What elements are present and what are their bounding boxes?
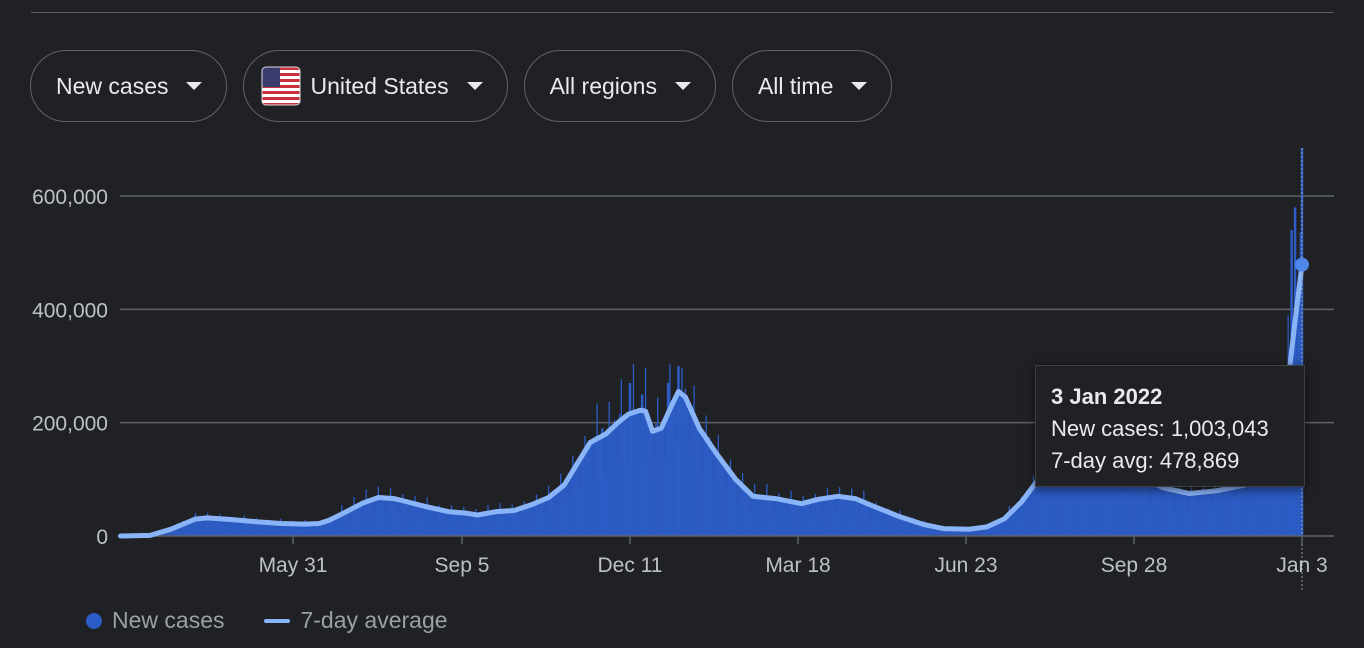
tooltip-date: 3 Jan 2022 <box>1051 384 1163 409</box>
x-tick-label: Jan 3 <box>1276 554 1327 577</box>
chevron-down-icon <box>674 82 691 90</box>
time-range-dropdown[interactable]: All time <box>731 50 893 122</box>
avg-legend-line <box>264 618 291 623</box>
legend-7-day-average: 7-day average <box>300 607 448 633</box>
time-range-dropdown-label: All time <box>757 72 834 99</box>
chevron-down-icon <box>851 82 868 90</box>
top-divider <box>31 12 1334 13</box>
y-tick-label: 0 <box>96 526 108 549</box>
x-tick-label: Sep 28 <box>1101 554 1168 577</box>
new-cases-legend-dot <box>86 612 102 629</box>
metric-dropdown[interactable]: New cases <box>30 50 228 122</box>
x-tick-label: Jun 23 <box>934 554 997 577</box>
country-dropdown[interactable]: United States <box>243 50 508 122</box>
chart-legend: New cases 7-day average <box>86 607 448 634</box>
country-dropdown-label: United States <box>310 72 449 99</box>
highlight-point <box>1295 257 1309 272</box>
region-dropdown-label: All regions <box>549 72 657 99</box>
x-tick-label: Mar 18 <box>765 554 830 577</box>
x-tick-label: Dec 11 <box>598 554 663 577</box>
chart-tooltip: 3 Jan 2022 New cases: 1,003,043 7-day av… <box>1035 365 1305 487</box>
y-tick-label: 400,000 <box>32 299 108 322</box>
filter-bar: New cases United States All regions <box>30 50 893 122</box>
chevron-down-icon <box>186 82 203 90</box>
region-dropdown[interactable]: All regions <box>523 50 716 122</box>
x-tick-label: May 31 <box>259 554 328 577</box>
legend-new-cases: New cases <box>112 607 225 633</box>
x-tick-label: Sep 5 <box>435 554 490 577</box>
tooltip-new-cases: New cases: 1,003,043 <box>1051 416 1269 441</box>
metric-dropdown-label: New cases <box>56 72 169 99</box>
chevron-down-icon <box>466 82 483 90</box>
us-flag-icon <box>261 66 301 106</box>
y-tick-label: 600,000 <box>32 186 108 209</box>
y-tick-label: 200,000 <box>32 413 108 436</box>
tooltip-7-day-avg: 7-day avg: 478,869 <box>1051 448 1240 473</box>
